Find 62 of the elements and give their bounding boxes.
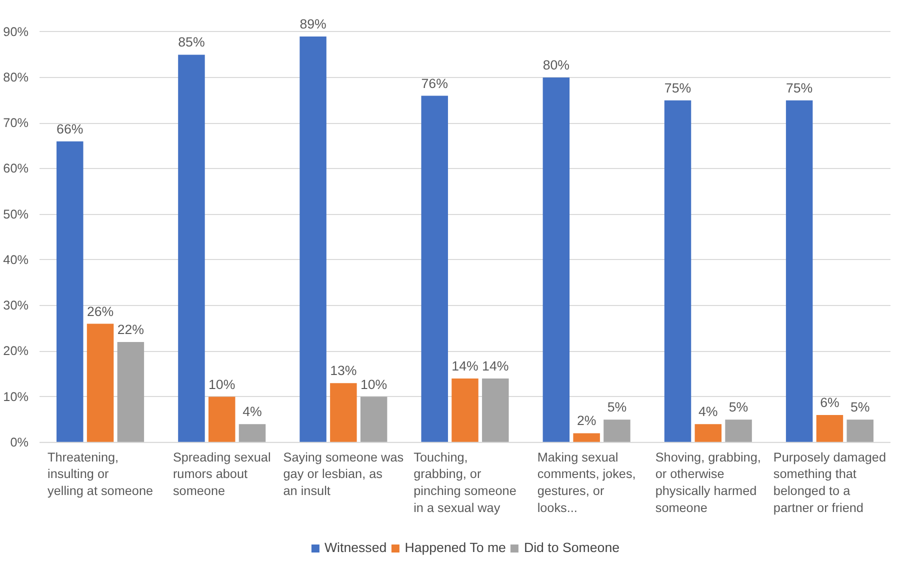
legend-label: Witnessed: [324, 540, 387, 555]
x-tick-label: Threatening, insulting or yelling at someone: [48, 450, 154, 498]
legend-label: Did to Someone: [524, 540, 620, 555]
bar: [178, 54, 205, 442]
data-label: 10%: [208, 376, 236, 392]
x-tick-label: Purposely damaged something that belonged to a partner or friend: [773, 450, 886, 515]
data-label: 14%: [452, 358, 478, 374]
bar: [238, 424, 266, 442]
data-label: 85%: [178, 34, 205, 50]
x-tick-label: Shoving, grabbing, or otherwise physically harmed someone: [655, 450, 761, 515]
data-label: 4%: [698, 404, 718, 420]
y-tick-label: 20%: [3, 344, 29, 358]
data-label: 13%: [330, 363, 357, 378]
data-label: 26%: [86, 304, 114, 319]
data-label: 5%: [607, 400, 627, 415]
bar: [421, 96, 448, 442]
data-label: 4%: [242, 404, 262, 420]
x-tick-label: Making sexual comments, jokes, gestures, or looks...: [537, 450, 636, 515]
data-label: 76%: [421, 76, 448, 91]
bar: [482, 378, 509, 442]
bar: [208, 396, 236, 442]
bar: [604, 420, 630, 442]
x-tick-label: Spreading sexual rumors about someone: [172, 450, 271, 498]
y-tick-label: 30%: [3, 298, 29, 313]
y-tick-label: 70%: [3, 116, 29, 130]
data-label: 66%: [56, 121, 84, 136]
legend-label: Happened To me: [404, 540, 506, 555]
bar: [725, 420, 752, 442]
bar: [86, 324, 114, 442]
data-label: 2%: [576, 413, 596, 428]
y-tick-label: 90%: [3, 24, 29, 39]
bar: [56, 141, 84, 442]
data-label: 75%: [786, 80, 813, 96]
y-tick-label: 10%: [3, 390, 29, 404]
bar: [360, 396, 388, 442]
bar: [117, 342, 144, 442]
bar: [330, 383, 357, 442]
bar: [573, 433, 600, 442]
data-label: 89%: [300, 16, 327, 32]
data-label: 80%: [542, 58, 570, 73]
bar: [786, 100, 813, 442]
bar: [694, 424, 722, 442]
bar: [452, 378, 478, 442]
data-label: 10%: [360, 376, 388, 392]
x-tick-label: Saying someone was gay or lesbian, as an insult: [283, 450, 404, 498]
bar: [542, 78, 570, 442]
data-label: 5%: [728, 400, 748, 415]
y-tick-label: 50%: [3, 207, 29, 222]
bar: [664, 100, 692, 442]
y-tick-label: 40%: [3, 252, 29, 267]
data-label: 5%: [850, 400, 870, 415]
bar: [846, 420, 874, 442]
bar: [816, 415, 844, 442]
data-label: 22%: [117, 322, 144, 338]
bar: [300, 36, 326, 442]
data-label: 14%: [482, 358, 509, 374]
x-tick-label: Touching, grabbing, or pinching someone in a sexual way: [414, 450, 516, 515]
y-tick-label: 80%: [3, 70, 29, 85]
data-label: 6%: [820, 395, 840, 410]
data-label: 75%: [664, 80, 692, 96]
y-tick-label: 0%: [10, 435, 29, 450]
y-tick-label: 60%: [3, 162, 29, 176]
